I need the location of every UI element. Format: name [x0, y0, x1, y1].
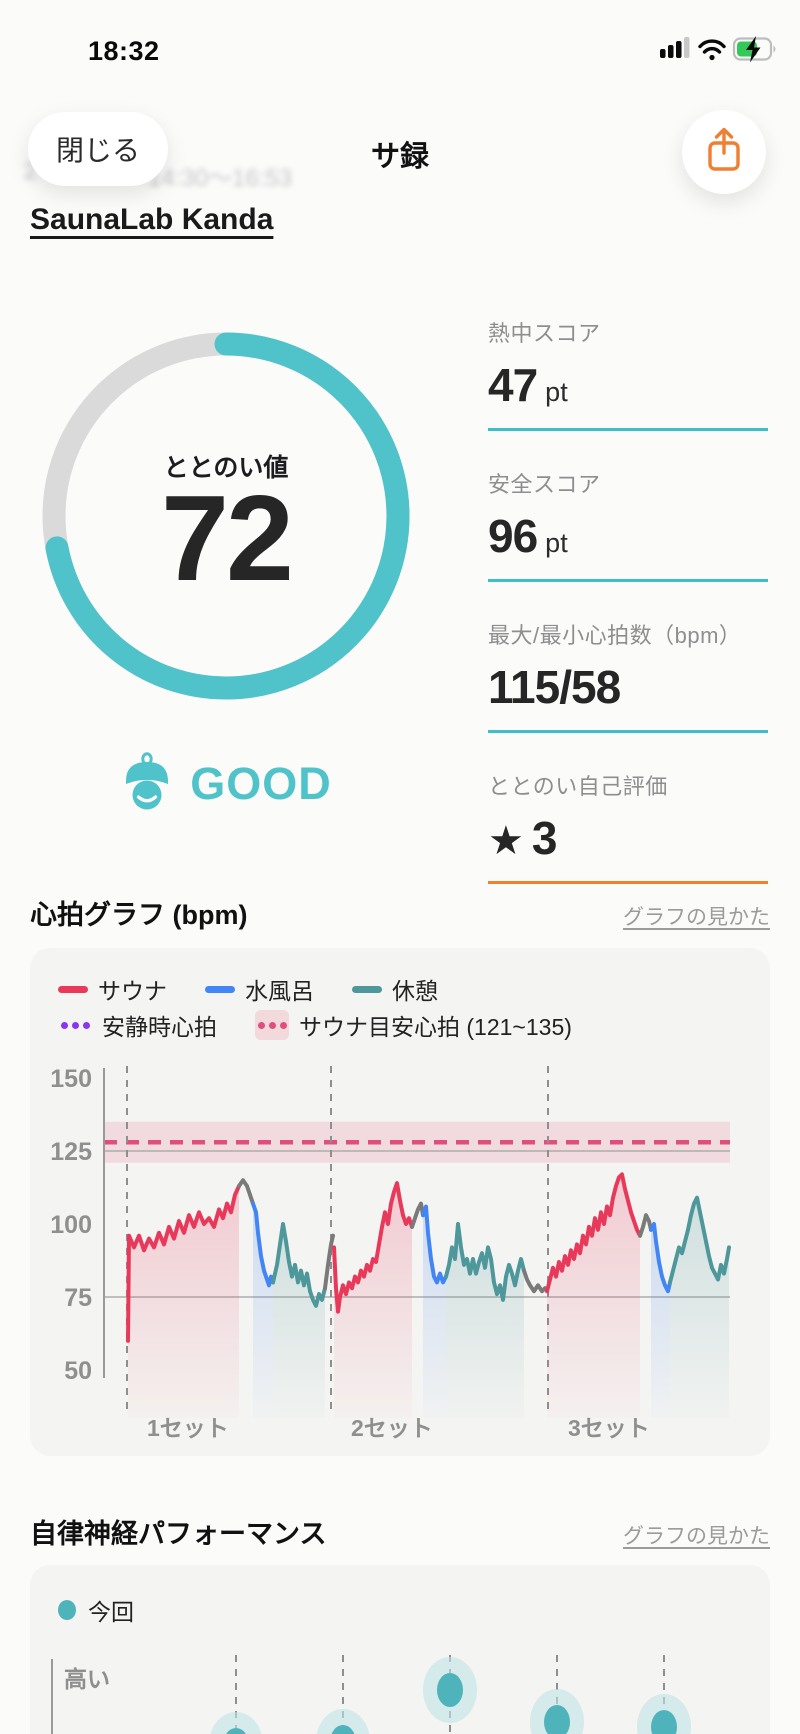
- svg-text:150: 150: [50, 1065, 92, 1093]
- legend-label: 安静時心拍: [102, 1014, 217, 1040]
- sauna-hat-face-icon: [120, 751, 174, 817]
- ans-legend: 今回: [58, 1593, 134, 1627]
- legend-rest: 休憩: [352, 972, 438, 1006]
- totonoi-gauge: ととのい値 72: [28, 318, 424, 714]
- venue-link[interactable]: SaunaLab Kanda: [30, 203, 274, 236]
- stat-value: 96: [488, 510, 538, 562]
- hr-line-chart: 150 125 100 75 50 1セット 2セット 3セット: [30, 1060, 770, 1450]
- stat-label: 安全スコア: [488, 472, 601, 497]
- hr-chart-title: 心拍グラフ (bpm): [30, 900, 248, 930]
- legend-label: 今回: [88, 1599, 134, 1625]
- target-hr-dots-swatch: [255, 1010, 289, 1040]
- sauna-line-swatch: [58, 985, 88, 993]
- status-bar-icons: [660, 36, 778, 69]
- stats-column: 熱中スコア 47 pt 安全スコア 96 pt 最大/最小心拍数（bpm） 11…: [488, 316, 768, 920]
- resting-hr-dots-swatch: [58, 1010, 92, 1040]
- legend-resting-hr: 安静時心拍: [58, 1008, 217, 1042]
- stat-value: 3: [531, 812, 558, 864]
- stat-value: 115/58: [488, 661, 621, 713]
- stat-self-rating: ととのい自己評価 ★ 3: [488, 769, 768, 884]
- legend-label: サウナ: [98, 978, 167, 1004]
- session-time-range-blurred: 14:30～16:53: [148, 165, 293, 192]
- stat-max-min-hr: 最大/最小心拍数（bpm） 115/58: [488, 618, 768, 733]
- signal-strength-icon: [660, 37, 690, 58]
- svg-text:100: 100: [50, 1211, 92, 1239]
- status-bar-time: 18:32: [88, 36, 160, 66]
- stat-safety-score: 安全スコア 96 pt: [488, 467, 768, 582]
- ans-chart-card: 今回 高い: [30, 1565, 770, 1734]
- gauge-ring: [42, 332, 410, 700]
- hr-chart-help-link[interactable]: グラフの見かた: [623, 906, 770, 929]
- stat-heat-score: 熱中スコア 47 pt: [488, 316, 768, 431]
- hr-legend-row-2: 安静時心拍 サウナ目安心拍 (121~135): [58, 1008, 600, 1042]
- svg-text:1セット: 1セット: [147, 1415, 229, 1441]
- current-session-dot-swatch: [58, 1600, 76, 1620]
- stat-label: 最大/最小心拍数（bpm）: [488, 623, 742, 648]
- stat-label: ととのい自己評価: [488, 774, 668, 799]
- ans-scatter-chart: 高い: [30, 1645, 770, 1734]
- legend-label: 水風呂: [245, 978, 314, 1004]
- page-title: サ録: [370, 141, 430, 173]
- gauge-label: ととのい値: [163, 454, 289, 482]
- ans-chart-title: 自律神経パフォーマンス: [30, 1519, 327, 1549]
- share-icon: [703, 126, 745, 179]
- legend-coldbath: 水風呂: [205, 972, 314, 1006]
- hr-legend-row-1: サウナ 水風呂 休憩: [58, 972, 466, 1006]
- gauge-value: 72: [161, 470, 294, 606]
- rest-line-swatch: [352, 985, 382, 993]
- stat-label: 熱中スコア: [488, 321, 601, 346]
- svg-text:3セット: 3セット: [568, 1415, 650, 1441]
- stat-value: 47: [488, 359, 538, 411]
- legend-target-hr: サウナ目安心拍 (121~135): [255, 1008, 572, 1042]
- stat-unit: pt: [545, 528, 568, 558]
- rating-text: GOOD: [190, 758, 332, 809]
- star-icon: ★: [488, 819, 524, 863]
- svg-text:高い: 高い: [64, 1666, 110, 1692]
- svg-text:2セット: 2セット: [351, 1415, 433, 1441]
- coldbath-line-swatch: [205, 985, 235, 993]
- svg-text:125: 125: [50, 1138, 92, 1166]
- svg-text:75: 75: [64, 1284, 92, 1312]
- rating-row: GOOD: [28, 751, 424, 817]
- legend-label: 休憩: [392, 978, 438, 1004]
- wifi-icon: [698, 39, 726, 61]
- stat-unit: pt: [545, 377, 568, 407]
- legend-sauna: サウナ: [58, 972, 167, 1006]
- hr-chart-card: サウナ 水風呂 休憩 安静時心拍 サウナ目安心拍 (121~135) 150 12…: [30, 948, 770, 1456]
- svg-text:50: 50: [64, 1357, 92, 1385]
- legend-label: サウナ目安心拍 (121~135): [299, 1014, 572, 1040]
- share-button[interactable]: [682, 110, 766, 194]
- close-button[interactable]: 閉じる: [28, 112, 169, 186]
- battery-charging-icon: [732, 36, 776, 63]
- ans-chart-help-link[interactable]: グラフの見かた: [623, 1525, 770, 1548]
